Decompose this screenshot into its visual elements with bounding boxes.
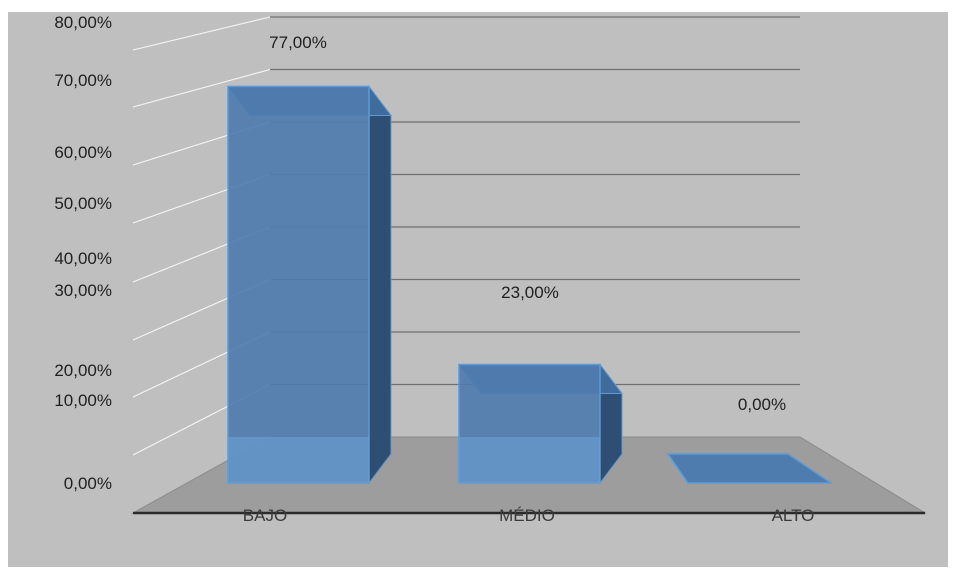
bar-alto	[666, 453, 834, 484]
gridline-side-7	[132, 68, 271, 108]
bar-side-bajo	[368, 84, 392, 485]
y-tick-label: 20,00%	[54, 361, 112, 380]
bar-bajo	[227, 85, 370, 484]
y-tick-label: 40,00%	[54, 249, 112, 268]
data-label: 0,00%	[738, 395, 786, 414]
gridline-side-8	[132, 16, 271, 51]
x-tick-label: MÉDIO	[499, 506, 555, 525]
y-tick-label: 50,00%	[54, 194, 112, 213]
bar-floor-tint-médio	[459, 437, 600, 483]
bars-layer	[226, 84, 834, 485]
y-tick-label: 70,00%	[54, 71, 112, 90]
y-tick-label: 10,00%	[54, 391, 112, 410]
y-tick-label: 0,00%	[64, 474, 112, 493]
y-tick-label: 80,00%	[54, 13, 112, 32]
data-label: 77,00%	[269, 33, 327, 52]
y-tick-label: 30,00%	[54, 281, 112, 300]
data-label: 23,00%	[501, 283, 559, 302]
bar-floor-tint-bajo	[228, 437, 369, 483]
x-tick-label: BAJO	[243, 506, 287, 525]
x-tick-label: ALTO	[772, 506, 815, 525]
y-tick-label: 60,00%	[54, 143, 112, 162]
labels-layer: 0,00% 10,00% 20,00% 30,00% 40,00% 50,00% 60,00…	[54, 13, 814, 525]
